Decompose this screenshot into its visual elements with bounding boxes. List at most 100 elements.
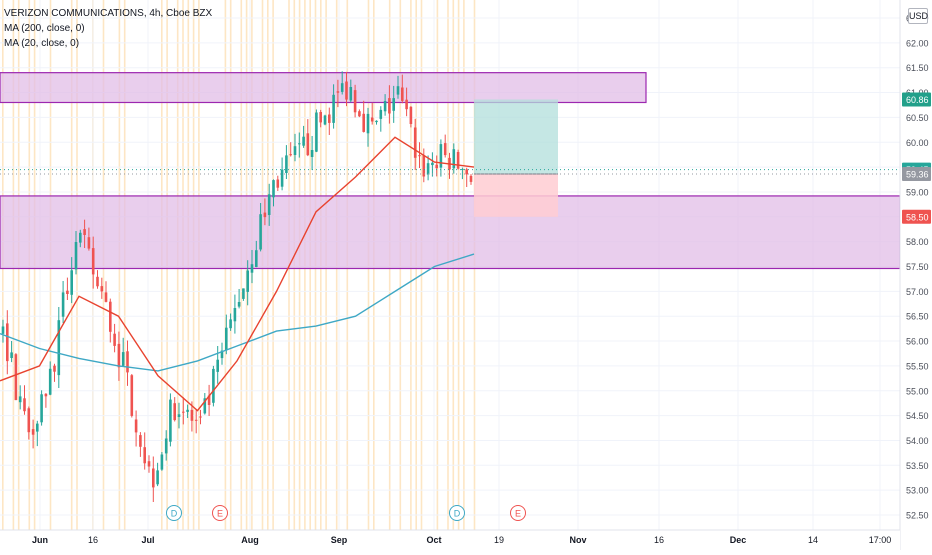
time-tick-label: Dec — [730, 535, 747, 545]
candle-body — [422, 155, 426, 177]
candle-body — [1, 326, 5, 334]
target-area — [474, 99, 558, 175]
candle-body — [31, 429, 35, 435]
candle-body — [358, 111, 361, 117]
ma200-line — [0, 253, 475, 372]
candle-body — [383, 101, 387, 112]
candle-body — [310, 150, 314, 157]
currency-label[interactable]: USD — [908, 8, 928, 24]
stop-area — [474, 174, 558, 217]
candle-body — [388, 98, 391, 114]
earnings-event-circle — [212, 505, 228, 521]
time-tick-label: Jun — [32, 535, 48, 545]
price-tick-label: 55.00 — [906, 386, 929, 396]
dividend-event-circle — [166, 505, 182, 521]
indicator-ma200[interactable]: MA (200, close, 0) — [4, 23, 85, 34]
candle-body — [366, 113, 370, 134]
candle-body — [418, 155, 421, 157]
earnings-event[interactable]: E — [212, 505, 228, 521]
price-marker-box — [902, 209, 931, 224]
candle-body — [233, 308, 237, 322]
price-tick-label: 55.50 — [906, 361, 929, 371]
candle-body — [431, 162, 434, 166]
candle-body — [349, 87, 353, 101]
price-tick-label: 56.50 — [906, 312, 929, 322]
candle-body — [79, 232, 82, 243]
candle-body — [83, 229, 86, 235]
price-tick-label: 61.50 — [906, 63, 929, 73]
candle-body — [259, 214, 262, 250]
indicator-ma20[interactable]: MA (20, close, 0) — [4, 38, 80, 49]
position-tool[interactable] — [474, 99, 558, 217]
candle-body — [121, 352, 125, 366]
candle-body — [362, 113, 365, 132]
candle-body — [469, 175, 473, 182]
candle-body — [392, 98, 395, 111]
price-tick-label: 54.50 — [906, 411, 929, 421]
candle-body — [104, 292, 108, 302]
candles — [1, 71, 473, 502]
candle-body — [182, 411, 185, 413]
candle-body — [396, 86, 400, 95]
price-tick-label: 56.00 — [906, 337, 929, 347]
price-tick-label: 60.00 — [906, 138, 929, 148]
candle-body — [345, 81, 348, 100]
price-marker: 60.86 — [902, 92, 931, 107]
candle-body — [315, 112, 318, 152]
dividend-event[interactable]: D — [166, 505, 182, 521]
price-tick-label: 54.00 — [906, 436, 929, 446]
dividend-event[interactable]: D — [449, 505, 465, 521]
price-tick-label: 57.50 — [906, 262, 929, 272]
candle-body — [285, 155, 288, 173]
candle-body — [207, 395, 211, 405]
candle-body — [109, 301, 112, 332]
time-axis[interactable]: Jun 16 Jul Aug Sep Oct 19 Nov 16 Dec 14 17:00 — [0, 529, 900, 550]
candle-body — [91, 248, 95, 275]
price-tick-label: 62.00 — [906, 38, 929, 48]
candle-body — [147, 461, 151, 467]
candle-body — [306, 133, 310, 156]
symbol-title[interactable]: VERIZON COMMUNICATIONS, 4h, Cboe BZX — [4, 8, 213, 19]
candle-body — [164, 438, 168, 454]
time-axis-bg — [0, 530, 900, 550]
support-zone — [0, 195, 901, 270]
candle-body — [130, 375, 134, 416]
candle-body — [242, 288, 245, 299]
moving-averages — [0, 136, 475, 412]
candle-body — [169, 399, 172, 442]
time-tick-label: Aug — [241, 535, 259, 545]
dividend-event-label: D — [454, 509, 461, 519]
resistance-zone — [0, 72, 647, 104]
candle-body — [298, 143, 301, 145]
earnings-event[interactable]: E — [510, 505, 526, 521]
candle-body — [426, 163, 430, 175]
candle-body — [323, 115, 327, 125]
candle-body — [452, 149, 456, 169]
candle-body — [237, 302, 241, 307]
candle-body — [27, 408, 31, 433]
candle-body — [194, 419, 198, 421]
candle-body — [336, 91, 340, 93]
candle-body — [23, 398, 26, 412]
price-marker-label: 58.50 — [906, 212, 929, 222]
price-tick-label: 58.00 — [906, 237, 929, 247]
candle-body — [255, 250, 258, 267]
candle-body — [61, 292, 65, 317]
candle-body — [160, 454, 164, 470]
candle-body — [57, 320, 61, 376]
time-tick-label: Nov — [569, 535, 586, 545]
price-axis[interactable]: 52.50 53.00 53.50 54.00 54.50 55.00 55.50 56.00… — [899, 0, 932, 550]
candle-body — [216, 359, 219, 372]
candle-body — [6, 323, 9, 362]
candle-body — [246, 270, 249, 292]
zones — [0, 72, 901, 270]
candle-body — [74, 242, 78, 270]
candle-body — [220, 350, 224, 359]
candle-body — [276, 179, 280, 188]
candle-body — [409, 106, 413, 124]
candle-body — [456, 152, 460, 169]
candle-body — [353, 90, 357, 113]
candle-body — [250, 264, 254, 273]
